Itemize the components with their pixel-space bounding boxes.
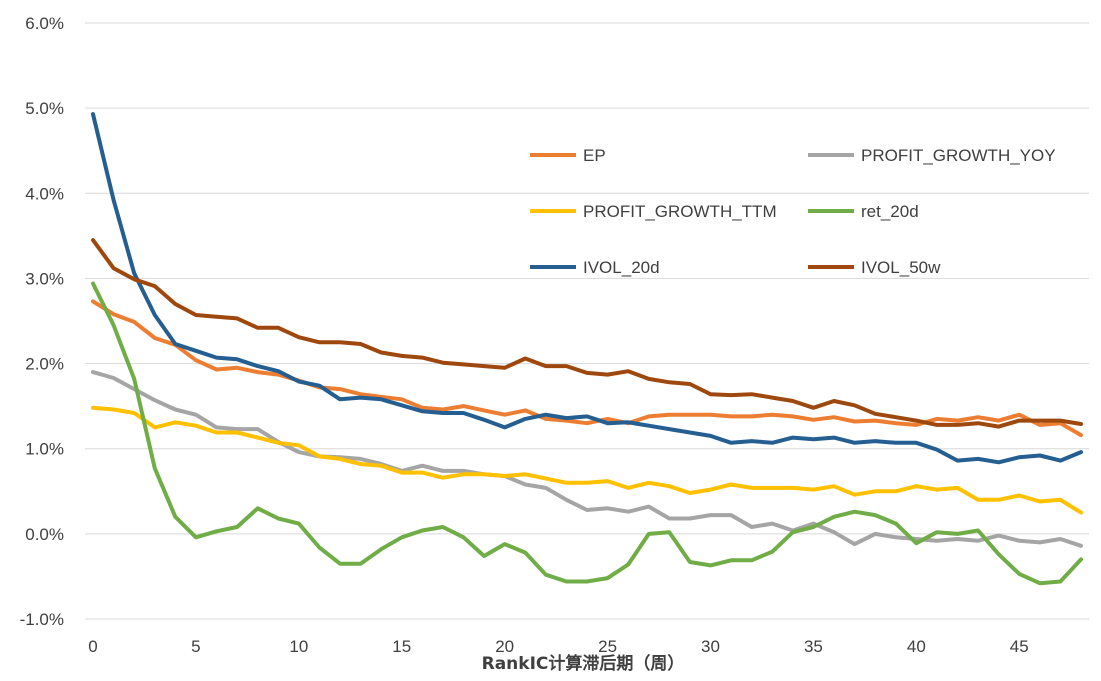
legend: EP PROFIT_GROWTH_YOY PROFIT_GROWTH_TTM ret_… <box>530 146 1056 277</box>
x-tick-label: 30 <box>701 637 720 656</box>
y-tick-label: -1.0% <box>20 610 64 629</box>
legend-label: IVOL_50w <box>861 258 941 277</box>
x-tick-label: 20 <box>495 637 514 656</box>
x-tick-label: 15 <box>392 637 411 656</box>
x-tick-label: 0 <box>88 637 97 656</box>
legend-label: ret_20d <box>861 202 919 221</box>
series-lines <box>91 112 1083 586</box>
y-axis-ticks: -1.0% 0.0% 1.0% 2.0% 3.0% 4.0% 5.0% 6.0% <box>20 14 64 629</box>
x-axis-title: RankIC计算滞后期（周） <box>482 653 685 674</box>
legend-label: EP <box>583 146 606 165</box>
y-tick-label: 1.0% <box>25 440 64 459</box>
x-tick-label: 10 <box>289 637 308 656</box>
series-line-ret-20d <box>91 281 1083 586</box>
series-line-ep <box>91 299 1083 438</box>
x-tick-label: 45 <box>1010 637 1029 656</box>
x-tick-label: 5 <box>191 637 200 656</box>
y-tick-label: 2.0% <box>25 355 64 374</box>
y-tick-label: 4.0% <box>25 184 64 203</box>
x-axis-ticks: 0 5 10 15 20 25 30 35 40 45 <box>88 637 1028 656</box>
series-line-ivol-20d <box>91 112 1083 465</box>
y-tick-label: 5.0% <box>25 99 64 118</box>
gridlines <box>85 22 1089 620</box>
y-tick-label: 6.0% <box>25 14 64 33</box>
x-tick-label: 35 <box>804 637 823 656</box>
series-line-profit-growth-yoy <box>91 370 1083 548</box>
series-line-profit-growth-ttm <box>91 405 1083 515</box>
legend-label: PROFIT_GROWTH_YOY <box>861 146 1056 165</box>
y-tick-label: 0.0% <box>25 525 64 544</box>
x-tick-label: 25 <box>598 637 617 656</box>
legend-label: PROFIT_GROWTH_TTM <box>583 202 777 221</box>
x-tick-label: 40 <box>907 637 926 656</box>
series-line-ivol-50w <box>91 238 1083 429</box>
legend-label: IVOL_20d <box>583 258 660 277</box>
y-tick-label: 3.0% <box>25 269 64 288</box>
